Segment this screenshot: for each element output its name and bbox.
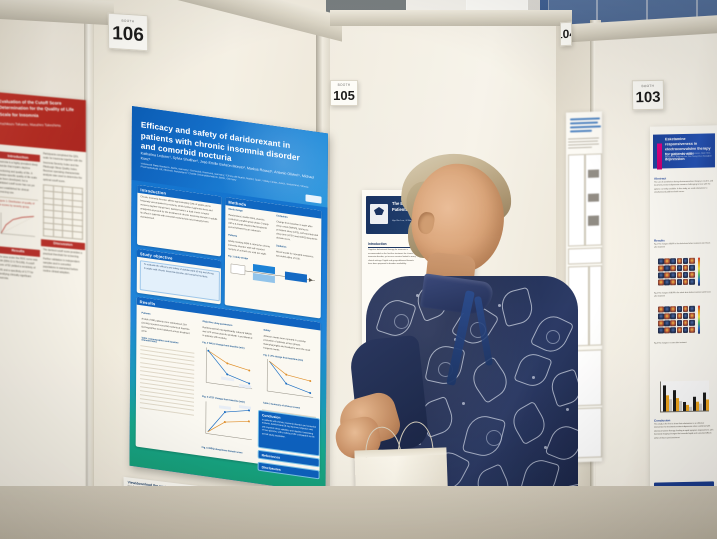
poster-main-objective-card: Study objective To evaluate the efficacy… [136, 248, 222, 305]
booth-number: 104 [560, 26, 572, 42]
poster-main-daridorexant[interactable]: Efficacy and safety of daridorexant in p… [129, 106, 328, 494]
poster-103-abstract: Abstract The use of anesthetics during e… [654, 175, 714, 195]
study-design-flow-diagram [230, 263, 315, 283]
poster-106-roc-chart [0, 212, 35, 237]
waso-line-chart [205, 346, 253, 389]
poster-106-section-text: The derived cutoff score provides a prac… [43, 248, 83, 276]
color-scale-bar-2 [698, 305, 700, 334]
brain-map-figure-1 [658, 257, 695, 265]
booth-number: 106 [112, 22, 144, 46]
booth-label: BOOTH [337, 83, 351, 88]
poster-main-methods-card: Methods Study design Randomised, double-… [224, 197, 322, 319]
color-scale-bar-1 [698, 257, 700, 286]
section-text: Cognitive behavioural therapy for insomn… [368, 249, 416, 266]
booth-sign-103: BOOTH 103 [631, 79, 665, 111]
poster-106-title: Evaluation of the Cutoff Score Determina… [0, 98, 74, 118]
poster-103-esketamine[interactable]: Esketamine responsiveness in electroconv… [650, 125, 717, 497]
figure-caption: Fig. 5 IDSIQ sleepiness domain score [201, 446, 243, 455]
poster-106-table [43, 184, 83, 240]
poster-106-section-text: The area under the ROC curve was 0.84 (9… [0, 255, 38, 281]
magenta-accent-bar [657, 143, 662, 170]
section-heading: Introduction [368, 242, 416, 248]
booth-sign-104: 104 [560, 21, 572, 47]
booth-number: 103 [635, 88, 661, 106]
poster-106-header: Evaluation of the Cutoff Score Determina… [0, 91, 86, 153]
brain-map-figure-2 [658, 305, 695, 313]
poster-103-results: Results Fig.1 The changes of ALFF in the… [654, 237, 714, 249]
university-seal-icon [370, 204, 388, 224]
score-change-bar-chart [660, 380, 709, 413]
stst-line-chart [205, 400, 252, 440]
figure-caption: Fig.3 The changes in scores after treatm… [654, 341, 687, 345]
section-text: The use of anesthetics during electrocon… [654, 180, 714, 194]
poster-106[interactable]: Evaluation of the Cutoff Score Determina… [0, 91, 86, 521]
poster-103-authors: Minjeong Bum, Yiseul Ko, Wang, Sunwoo, J… [665, 152, 712, 161]
booth-number: 105 [333, 87, 355, 103]
poster-main-results-card: Results Patients A total of 930 patients… [135, 296, 321, 473]
figure-caption: Fig.1 The changes of ALFF in the whole b… [654, 242, 711, 249]
poster-106-methods-text: Participants completed the QOL scale for… [43, 152, 83, 183]
demographics-table [139, 342, 195, 415]
section-text: This study is the first to show that esk… [654, 422, 714, 440]
booth-sign-106: BOOTH 106 [107, 12, 149, 52]
poster-103-header: Esketamine responsiveness in electroconv… [653, 133, 715, 170]
floor [0, 486, 717, 539]
booth-sign-105: BOOTH 105 [330, 80, 358, 106]
poster-104-title [568, 115, 601, 133]
lps-line-chart [266, 358, 314, 398]
poster-main-introduction-card: Introduction Chronic insomnia disorder a… [137, 184, 222, 257]
booth-rail-mid [330, 10, 572, 26]
poster-103-conclusion: Conclusion This study is the first to sh… [654, 417, 714, 440]
figure-caption: Fig.2 The changes of fALFF in the whole … [654, 291, 711, 298]
poster-106-authors: Yoshikazu Takaesu, Masahiro Takeshima [0, 121, 61, 128]
poster-mid-section-intro: Introduction Cognitive behavioural thera… [368, 242, 416, 267]
poster-106-section-text: Insomnia is a highly prevalent sleep dis… [0, 160, 38, 195]
